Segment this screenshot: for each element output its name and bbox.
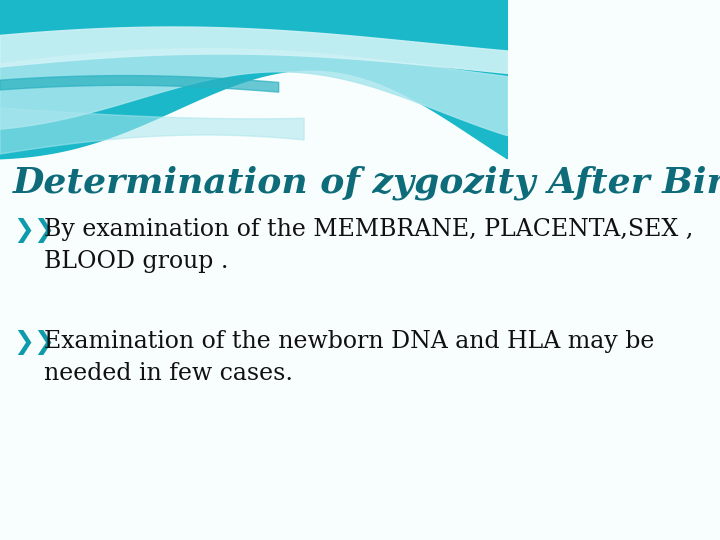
Text: Determination of zygozity After Birth: Determination of zygozity After Birth bbox=[13, 165, 720, 199]
Text: needed in few cases.: needed in few cases. bbox=[44, 362, 293, 385]
Text: By examination of the MEMBRANE, PLACENTA,SEX ,: By examination of the MEMBRANE, PLACENTA… bbox=[44, 218, 693, 241]
Polygon shape bbox=[0, 49, 508, 136]
Text: Examination of the newborn DNA and HLA may be: Examination of the newborn DNA and HLA m… bbox=[44, 330, 654, 353]
Polygon shape bbox=[0, 27, 508, 73]
Text: ❯❯: ❯❯ bbox=[13, 218, 55, 243]
Text: ❯❯: ❯❯ bbox=[13, 330, 55, 355]
Polygon shape bbox=[0, 0, 508, 159]
Polygon shape bbox=[0, 76, 279, 92]
Text: BLOOD group .: BLOOD group . bbox=[44, 250, 228, 273]
Polygon shape bbox=[0, 108, 304, 154]
